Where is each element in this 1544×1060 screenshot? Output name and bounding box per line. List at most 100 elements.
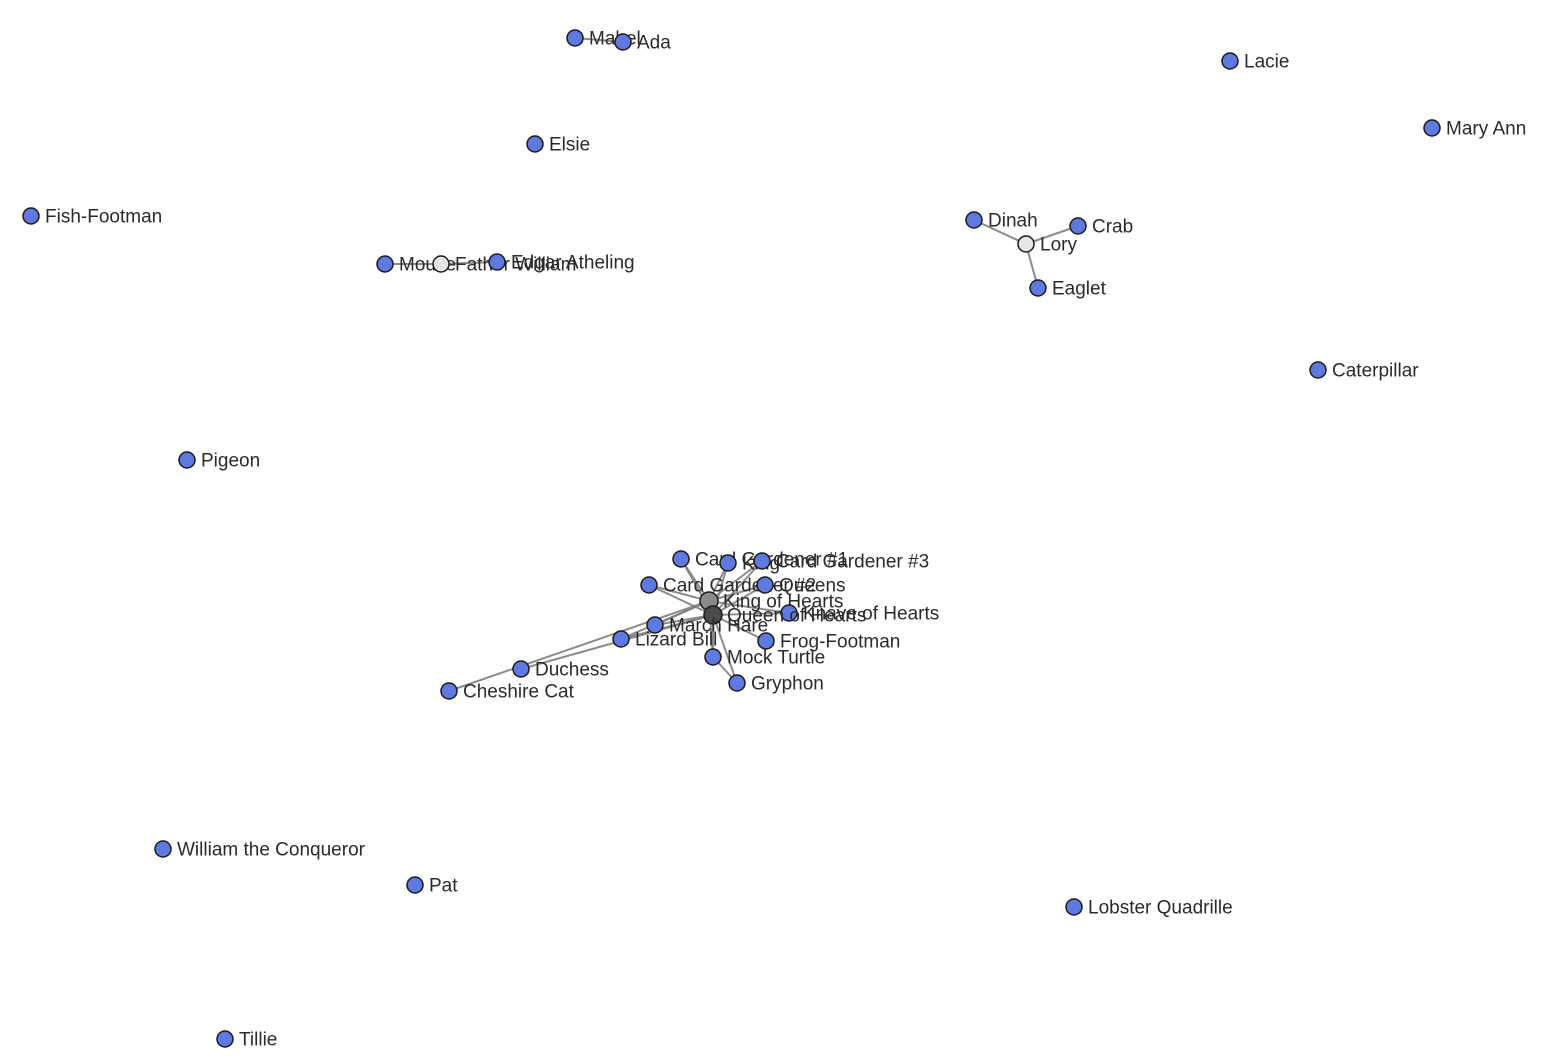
node-label-edgar-atheling: Edgar Atheling: [511, 253, 635, 274]
node-king[interactable]: King: [719, 554, 780, 575]
node-lory[interactable]: Lory: [1017, 235, 1077, 256]
edge-father-william-edgar-atheling: [440, 261, 498, 265]
node-label-card-gardener-3: Card Gardener #3: [776, 552, 929, 573]
node-label-pat: Pat: [429, 876, 458, 897]
node-label-card-gardener-2: Card Gardener #2: [663, 576, 816, 597]
node-label-elsie: Elsie: [549, 135, 590, 156]
node-label-william-the-conqueror: William the Conqueror: [177, 840, 366, 861]
node-circle-tillie[interactable]: [216, 1030, 234, 1048]
node-circle-duchess[interactable]: [512, 660, 530, 678]
node-label-march-hare: March Hare: [669, 616, 768, 637]
node-queen-of-hearts[interactable]: Queen of Hearts: [703, 605, 866, 627]
node-label-ada: Ada: [637, 33, 671, 54]
node-lizard-bill[interactable]: Lizard Bill: [612, 630, 717, 651]
node-card-gardener-2[interactable]: Card Gardener #2: [640, 576, 816, 597]
node-label-gryphon: Gryphon: [751, 674, 824, 695]
node-circle-card-gardener-1[interactable]: [672, 550, 690, 568]
node-gryphon[interactable]: Gryphon: [728, 674, 824, 695]
node-tillie[interactable]: Tillie: [216, 1030, 277, 1051]
node-label-mary-ann: Mary Ann: [1446, 119, 1526, 140]
node-circle-edgar-atheling[interactable]: [488, 253, 506, 271]
node-circle-fish-footman[interactable]: [22, 207, 40, 225]
node-edgar-atheling[interactable]: Edgar Atheling: [488, 253, 635, 274]
node-label-lobster-quadrille: Lobster Quadrille: [1088, 898, 1233, 919]
node-circle-march-hare[interactable]: [646, 616, 664, 634]
node-circle-lory[interactable]: [1017, 235, 1035, 253]
node-circle-king[interactable]: [719, 554, 737, 572]
node-circle-crab[interactable]: [1069, 217, 1087, 235]
node-circle-card-gardener-3[interactable]: [753, 552, 771, 570]
node-frog-footman[interactable]: Frog-Footman: [757, 632, 900, 653]
node-fish-footman[interactable]: Fish-Footman: [22, 207, 162, 228]
nodes-layer: MabelAdaLacieMary AnnElsieFish-FootmanDi…: [22, 29, 1526, 1051]
node-caterpillar[interactable]: Caterpillar: [1309, 361, 1419, 382]
node-queens[interactable]: Queens: [756, 576, 846, 597]
node-pigeon[interactable]: Pigeon: [178, 451, 260, 472]
node-label-eaglet: Eaglet: [1052, 279, 1107, 300]
node-mary-ann[interactable]: Mary Ann: [1423, 119, 1526, 140]
node-circle-eaglet[interactable]: [1029, 279, 1047, 297]
node-circle-mary-ann[interactable]: [1423, 119, 1441, 137]
node-circle-cheshire-cat[interactable]: [440, 682, 458, 700]
edge-card-gardener-2-queen-of-hearts: [648, 584, 714, 616]
node-circle-pat[interactable]: [406, 876, 424, 894]
node-elsie[interactable]: Elsie: [526, 135, 590, 156]
node-circle-father-william[interactable]: [432, 255, 450, 273]
node-circle-lizard-bill[interactable]: [612, 630, 630, 648]
node-label-mock-turtle: Mock Turtle: [727, 648, 825, 669]
node-lacie[interactable]: Lacie: [1221, 52, 1289, 73]
edge-card-gardener-3-queen-of-hearts: [712, 560, 763, 616]
node-mock-turtle[interactable]: Mock Turtle: [704, 648, 825, 669]
node-circle-frog-footman[interactable]: [757, 632, 775, 650]
node-label-duchess: Duchess: [535, 660, 609, 681]
node-label-pigeon: Pigeon: [201, 451, 260, 472]
node-circle-knave-of-hearts[interactable]: [780, 604, 798, 622]
node-crab[interactable]: Crab: [1069, 217, 1133, 238]
node-label-cheshire-cat: Cheshire Cat: [463, 682, 575, 703]
node-label-lory: Lory: [1040, 235, 1077, 256]
node-label-frog-footman: Frog-Footman: [780, 632, 900, 653]
node-circle-lobster-quadrille[interactable]: [1065, 898, 1083, 916]
node-dinah[interactable]: Dinah: [965, 211, 1038, 232]
node-circle-queen-of-hearts[interactable]: [703, 605, 723, 625]
edge-queens-queen-of-hearts: [712, 584, 766, 616]
node-circle-william-the-conqueror[interactable]: [154, 840, 172, 858]
node-circle-mock-turtle[interactable]: [704, 648, 722, 666]
node-label-king-of-hearts: King of Hearts: [723, 592, 843, 613]
node-label-dinah: Dinah: [988, 211, 1038, 232]
node-label-caterpillar: Caterpillar: [1332, 361, 1419, 382]
node-label-queens: Queens: [779, 576, 846, 597]
node-circle-mabel[interactable]: [566, 29, 584, 47]
node-knave-of-hearts[interactable]: Knave of Hearts: [780, 604, 939, 625]
edge-knave-of-hearts-queen-of-hearts: [712, 612, 790, 616]
node-circle-ada[interactable]: [614, 33, 632, 51]
node-circle-dinah[interactable]: [965, 211, 983, 229]
edge-knave-of-hearts-king-of-hearts: [708, 600, 790, 614]
node-lobster-quadrille[interactable]: Lobster Quadrille: [1065, 898, 1233, 919]
node-card-gardener-3[interactable]: Card Gardener #3: [753, 552, 929, 573]
node-circle-pigeon[interactable]: [178, 451, 196, 469]
node-ada[interactable]: Ada: [614, 33, 671, 54]
node-circle-gryphon[interactable]: [728, 674, 746, 692]
node-circle-queens[interactable]: [756, 576, 774, 594]
node-circle-elsie[interactable]: [526, 135, 544, 153]
node-circle-caterpillar[interactable]: [1309, 361, 1327, 379]
node-william-the-conqueror[interactable]: William the Conqueror: [154, 840, 366, 861]
node-father-william[interactable]: Father William: [432, 255, 576, 276]
node-cheshire-cat[interactable]: Cheshire Cat: [440, 682, 575, 703]
node-label-queen-of-hearts: Queen of Hearts: [727, 606, 866, 627]
edge-crab-lory: [1025, 225, 1079, 245]
node-pat[interactable]: Pat: [406, 876, 458, 897]
node-label-fish-footman: Fish-Footman: [45, 207, 162, 228]
node-duchess[interactable]: Duchess: [512, 660, 609, 681]
node-eaglet[interactable]: Eaglet: [1029, 279, 1107, 300]
edge-dinah-lory: [973, 219, 1027, 245]
edge-cheshire-cat-king-of-hearts: [448, 600, 710, 692]
edge-frog-footman-queen-of-hearts: [712, 614, 767, 642]
node-circle-card-gardener-2[interactable]: [640, 576, 658, 594]
edge-gryphon-queen-of-hearts: [712, 614, 738, 684]
node-label-father-william: Father William: [455, 255, 576, 276]
node-circle-lacie[interactable]: [1221, 52, 1239, 70]
node-circle-mouse[interactable]: [376, 255, 394, 273]
node-march-hare[interactable]: March Hare: [646, 616, 768, 637]
